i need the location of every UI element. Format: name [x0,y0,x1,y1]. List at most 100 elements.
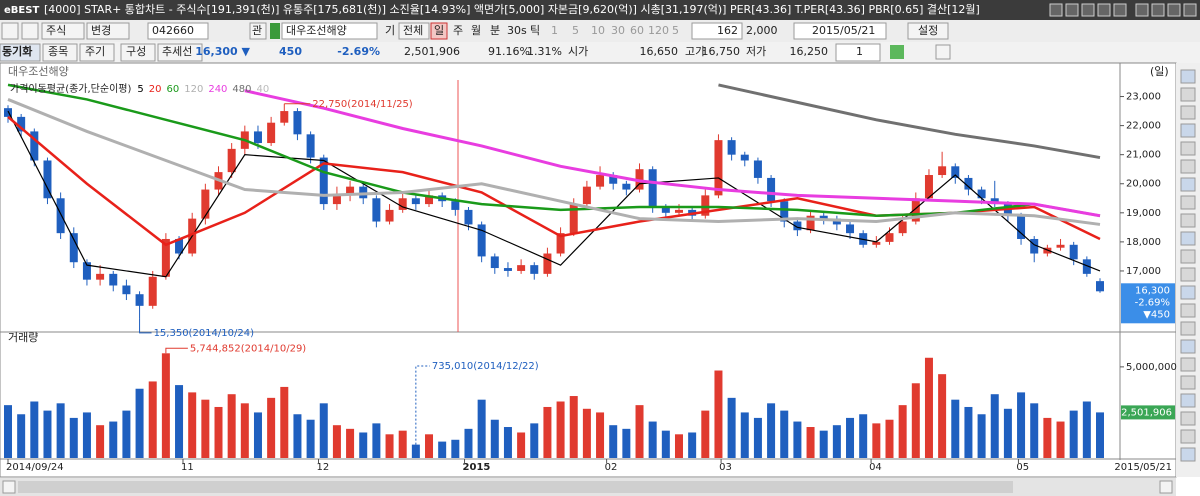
spin-value: 1 [856,45,863,58]
button-label: 추세선 [162,45,192,58]
candle-body [490,256,499,269]
tool-icon[interactable] [1180,267,1196,282]
volume-bar [635,405,644,458]
all: 전체 [403,24,423,37]
volume-bar [214,406,223,458]
legend-entry: 480 [232,84,251,95]
legend-entry: 40 [257,84,270,95]
volume-bar [740,412,749,458]
tool-icon[interactable] [1180,87,1196,102]
candle-body [1056,244,1065,248]
period[interactable]: 틱 [530,24,540,37]
market-select[interactable] [41,22,85,40]
period-button[interactable] [430,22,448,40]
open-label: 시가 [568,45,588,58]
x-end-label: 2015/05/21 [1114,462,1172,473]
period[interactable]: 30s [507,24,527,37]
button[interactable] [79,43,115,62]
scroll-button[interactable] [2,480,16,494]
minute[interactable]: 120 [648,24,669,37]
all-button[interactable] [398,22,430,40]
tool-icon[interactable] [1180,177,1196,192]
period: (일) [1150,64,1169,78]
date-input[interactable] [793,22,887,40]
tool-icon[interactable] [1180,375,1196,390]
tool-icon[interactable] [1180,105,1196,120]
scroll-thumb[interactable] [18,481,1013,493]
period[interactable]: 분 [490,24,500,37]
volume-bar [517,432,526,458]
period[interactable]: 월 [471,24,481,37]
volume-bar [569,396,578,458]
minute[interactable]: 1 [551,24,558,37]
tool-icon[interactable] [1180,249,1196,264]
tool-icon[interactable] [1180,429,1196,444]
candle-body [569,204,578,234]
tool-icon[interactable] [1180,393,1196,408]
icon-button[interactable] [1,22,19,40]
tool-icon[interactable] [1180,321,1196,336]
volume-title: 거래량 [8,331,38,344]
spin-box[interactable] [835,43,881,62]
candle-body [753,160,762,178]
code-input[interactable] [147,22,209,40]
x-tick-label: 12 [316,462,329,473]
ratio: 91.16% [488,45,530,58]
add-button[interactable] [890,45,904,59]
tool-icon[interactable] [1180,357,1196,372]
candle-body [806,215,815,231]
moving-average [7,98,1101,226]
badge [270,23,280,39]
tool-icon[interactable] [1180,195,1196,210]
tool-icon[interactable] [1180,447,1196,462]
window-controls[interactable] [1049,3,1197,17]
tool-icon[interactable] [1180,285,1196,300]
volume-bar [240,403,249,458]
minute[interactable]: 60 [630,24,644,37]
volume-bar [1082,401,1091,458]
button[interactable] [42,43,78,62]
tool-icon[interactable] [1180,411,1196,426]
stock-name: 대우조선해양 [286,23,347,37]
count-input[interactable] [691,22,743,40]
candle-body [924,175,933,199]
candle-body [1096,281,1104,292]
period[interactable]: 주 [453,24,463,37]
button[interactable] [120,43,156,62]
change-select[interactable] [86,22,130,40]
minute[interactable]: 10 [591,24,605,37]
settings-button[interactable] [907,22,949,40]
icon-button[interactable] [21,22,39,40]
volume-bar [1003,408,1012,458]
watch-button[interactable] [249,22,267,40]
price-plot [4,83,1104,319]
button[interactable] [157,43,203,62]
tool-icon[interactable] [1180,159,1196,174]
candle-body [543,253,552,274]
annotation-line [139,318,152,334]
refresh-button[interactable] [935,44,951,60]
candle-body [4,108,12,117]
minute[interactable]: 30 [611,24,625,37]
button[interactable] [0,43,41,62]
volume-bar [964,406,973,458]
price: 16,300 ▼ [195,45,250,58]
minute[interactable]: 5 [572,24,579,37]
name-input[interactable] [281,22,378,40]
volume-bar [556,401,565,458]
tool-icon[interactable] [1180,141,1196,156]
tool-icon[interactable] [1180,339,1196,354]
scroll-button[interactable] [1159,480,1173,494]
button-label: 구성 [126,45,146,58]
candle-body [293,111,302,135]
candle-body [385,209,394,222]
period: 일 [434,23,444,37]
tool-icon[interactable] [1180,69,1196,84]
legend-entry: 20 [149,84,162,95]
tool-icon[interactable] [1180,231,1196,246]
tool-icon[interactable] [1180,123,1196,138]
tool-icon[interactable] [1180,213,1196,228]
tool-icon[interactable] [1180,303,1196,318]
volume-bar [819,430,828,458]
volume-bar [69,417,78,458]
